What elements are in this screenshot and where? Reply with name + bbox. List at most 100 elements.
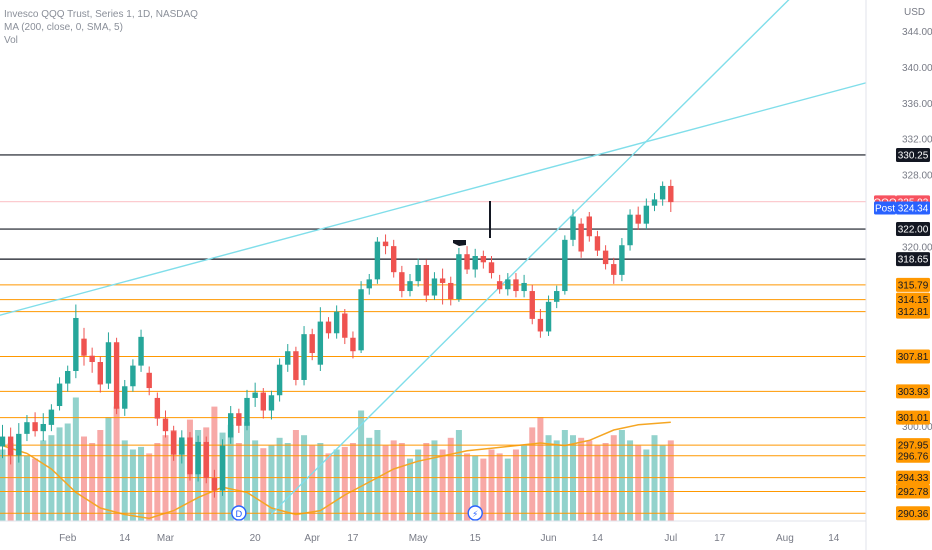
candle-body: [668, 185, 674, 203]
volume-bar: [276, 437, 283, 521]
level-badge-text: 312.81: [898, 307, 929, 318]
volume-bar: [284, 443, 291, 521]
price-badge-label-bg: [874, 201, 896, 215]
volume-bar: [439, 449, 446, 521]
level-badge-text: 315.79: [898, 280, 929, 291]
volume-bar: [113, 406, 120, 521]
candle: [594, 230, 601, 257]
candle: [586, 211, 592, 242]
candle: [635, 206, 641, 230]
x-tick-label: 14: [119, 533, 131, 544]
candle-body: [342, 313, 348, 338]
volume-bar: [529, 427, 536, 521]
y-tick-label: 340.00: [902, 63, 932, 74]
candle-body: [187, 437, 193, 475]
volume-bar: [464, 453, 471, 521]
symbol-title[interactable]: Invesco QQQ Trust, Series 1, 1D, NASDAQ: [4, 9, 198, 20]
candle: [81, 327, 87, 366]
candle-body: [65, 370, 71, 384]
candle-body: [211, 477, 218, 491]
candle: [301, 326, 307, 386]
candle: [48, 404, 55, 432]
level-badge-bg: [896, 252, 930, 267]
candle: [293, 346, 299, 386]
candle: [562, 235, 568, 295]
volume-bar: [97, 430, 104, 521]
candle: [529, 284, 535, 325]
candle: [448, 276, 454, 306]
candle: [578, 218, 584, 258]
candle: [228, 406, 234, 444]
candle-body: [40, 423, 46, 432]
candle-body: [611, 264, 617, 275]
price-badge: Post 324.34: [874, 201, 930, 215]
candle-body: [179, 437, 185, 455]
candle: [325, 317, 332, 339]
candle-body: [350, 337, 356, 352]
candle: [333, 305, 340, 339]
candle-body: [0, 436, 6, 447]
chart-legend: Invesco QQQ Trust, Series 1, 1D, NASDAQ …: [4, 8, 198, 47]
volume-bar: [129, 449, 136, 521]
candle-body: [439, 278, 446, 283]
volume-bar: [244, 422, 250, 521]
candle-body: [105, 342, 112, 384]
y-tick-label: 344.00: [902, 27, 932, 38]
volume-bar: [488, 449, 495, 521]
candle-body: [594, 236, 601, 251]
volume-bar: [358, 410, 365, 521]
volume-bar: [64, 423, 71, 521]
candle-body: [659, 185, 666, 200]
candle: [105, 332, 112, 389]
level-badge-bg: [896, 448, 930, 463]
candle: [505, 273, 511, 296]
level-price-badge: 296.76: [896, 448, 930, 463]
candle-body: [423, 264, 429, 296]
candle-body: [203, 441, 209, 478]
candle-body: [162, 418, 169, 432]
ma-indicator-label[interactable]: MA (200, close, 0, SMA, 5): [4, 22, 123, 33]
volume-bar: [72, 397, 79, 521]
x-tick-label: Aug: [776, 533, 794, 544]
volume-bar: [23, 456, 30, 521]
volume-bar: [89, 443, 96, 521]
level-price-badge: 307.81: [896, 349, 930, 364]
candle-body: [464, 254, 470, 270]
volume-bar: [341, 446, 348, 521]
candle: [554, 285, 560, 309]
candle: [374, 237, 381, 284]
level-price-badge: 312.81: [896, 304, 930, 319]
volume-bar: [537, 417, 544, 521]
candle: [545, 295, 552, 336]
candle: [211, 469, 218, 498]
candle-body: [562, 239, 568, 292]
candle-body: [456, 254, 462, 300]
volume-indicator-label[interactable]: Vol: [4, 35, 18, 46]
candle-body: [48, 409, 55, 425]
level-badge-text: 318.65: [898, 255, 929, 266]
candle: [138, 329, 144, 372]
candle: [407, 273, 413, 297]
candle: [391, 239, 397, 278]
candle: [399, 265, 405, 298]
candle: [521, 274, 527, 298]
candle: [651, 193, 658, 212]
volume-bar: [521, 445, 528, 521]
candle: [317, 307, 324, 371]
level-badge-bg: [896, 147, 930, 162]
candle: [439, 268, 446, 305]
candle-body: [89, 355, 95, 363]
volume-bar: [260, 448, 267, 521]
candle-body: [643, 205, 650, 224]
candle-body: [244, 397, 250, 426]
candles: [0, 179, 674, 498]
volume-bar: [105, 417, 112, 521]
volume-bar: [407, 458, 413, 521]
level-price-badge: 292.78: [896, 484, 930, 499]
candle: [236, 408, 242, 433]
volume-bar: [659, 445, 666, 521]
candle-body: [7, 436, 14, 456]
candle: [472, 248, 478, 278]
volume-bar: [423, 443, 430, 521]
